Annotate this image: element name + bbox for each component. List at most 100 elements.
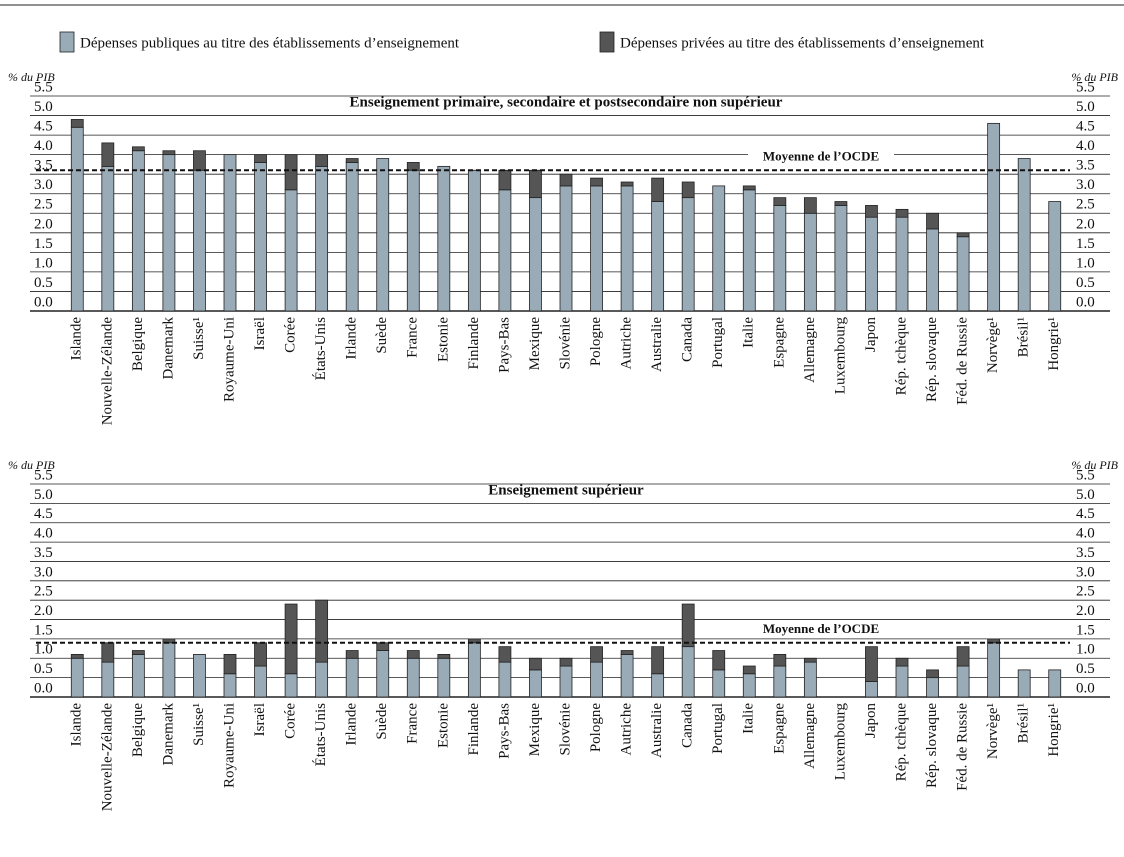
bar-segment	[406, 657, 420, 698]
bar-segment	[315, 661, 329, 698]
x-tick-label: Pays-Bas	[496, 703, 512, 759]
bar-segment	[315, 154, 329, 167]
bar-segment	[956, 232, 970, 238]
bar-segment	[803, 212, 817, 312]
bar-segment	[101, 142, 115, 167]
bar-segment	[101, 642, 115, 663]
bar-segment	[193, 150, 206, 171]
x-tick-label: Pologne	[588, 703, 604, 753]
bar-segment	[345, 650, 359, 659]
bar-segment	[376, 642, 390, 651]
y-tick-label-right: 5.5	[1076, 79, 1095, 95]
bar-segment	[620, 181, 634, 187]
bar-segment	[70, 119, 84, 128]
x-tick-label: Australie	[649, 703, 665, 758]
bar-segment	[773, 197, 787, 206]
y-tick-label-right: 3.0	[1076, 177, 1095, 193]
bar-segment	[742, 189, 756, 312]
y-tick-label-right: 4.0	[1076, 138, 1095, 154]
bar-segment	[529, 169, 542, 199]
bar-segment	[70, 654, 84, 659]
x-tick-label: États-Unis	[312, 317, 329, 380]
bar-segment	[70, 126, 84, 312]
x-tick-label: Rép. tchèque	[893, 703, 909, 782]
bar-segment	[529, 197, 542, 312]
y-tick-label: 4.0	[34, 138, 53, 154]
bar-segment	[406, 650, 420, 659]
bar-segment	[773, 654, 787, 667]
bar-segment	[223, 154, 237, 312]
bar-segment	[1017, 158, 1031, 312]
bar-segment	[131, 146, 145, 152]
y-axis-label: % du PIB	[8, 70, 55, 84]
x-tick-label: Danemark	[160, 703, 176, 766]
bar-segment	[895, 665, 909, 698]
bar-segment	[590, 646, 603, 663]
bar-segment	[926, 677, 939, 698]
bar-segment	[1048, 201, 1062, 312]
x-tick-label: Hongrie¹	[1046, 317, 1062, 371]
y-tick-label: 5.5	[34, 467, 53, 483]
bar-segment	[101, 165, 115, 312]
bar-segment	[284, 603, 298, 675]
x-tick-label: Estonie	[435, 703, 451, 748]
bar-segment	[651, 673, 665, 698]
x-tick-label: Islande	[69, 317, 85, 361]
bar-segment	[223, 654, 237, 675]
bar-segment	[590, 177, 603, 187]
bar-segment	[193, 654, 206, 698]
bar-segment	[437, 654, 451, 659]
x-tick-label: Italie	[741, 317, 757, 348]
bar-segment	[529, 657, 542, 671]
y-tick-label-right: 2.0	[1076, 216, 1095, 232]
x-tick-label: Royaume-Uni	[221, 317, 237, 402]
bar-segment	[712, 650, 726, 671]
y-tick-label-right: 0.5	[1076, 661, 1095, 677]
bar-segment	[498, 189, 512, 312]
x-tick-label: Rép. slovaque	[924, 317, 940, 402]
bar-segment	[284, 673, 298, 698]
y-tick-label-right: 2.0	[1076, 603, 1095, 619]
x-tick-label: Royaume-Uni	[221, 703, 237, 788]
x-tick-label: Pologne	[588, 317, 604, 367]
x-tick-label: Portugal	[710, 317, 726, 368]
bar-segment	[712, 669, 726, 698]
bar-segment	[498, 661, 512, 698]
bar-segment	[498, 169, 512, 191]
x-tick-label: Finlande	[466, 703, 482, 756]
bar-segment	[620, 654, 634, 698]
x-tick-label: Suisse¹	[191, 703, 207, 746]
bar-segment	[926, 212, 939, 230]
x-tick-label: Féd. de Russie	[955, 317, 971, 405]
bar-segment	[1017, 669, 1031, 698]
y-tick-label: 0.0	[34, 294, 53, 310]
x-tick-label: Norvège¹	[985, 317, 1001, 373]
x-tick-label: Canada	[680, 703, 696, 748]
bar-segment	[345, 657, 359, 698]
y-tick-label: 5.0	[34, 487, 53, 503]
x-tick-label: Belgique	[130, 317, 146, 371]
bar-segment	[193, 169, 206, 312]
bar-segment	[987, 638, 1001, 644]
x-tick-label: Corée	[283, 317, 299, 353]
legend-swatch	[599, 31, 615, 53]
bar-segment	[131, 650, 145, 655]
bar-segment	[162, 154, 176, 312]
x-tick-label: Estonie	[435, 317, 451, 362]
y-tick-label: 2.5	[34, 584, 53, 600]
y-axis-label: % du PIB	[8, 458, 55, 472]
x-tick-label: Norvège¹	[985, 703, 1001, 759]
bar-segment	[345, 158, 359, 163]
bar-segment	[926, 228, 939, 312]
y-tick-label: 4.5	[34, 506, 53, 522]
bar-segment	[956, 665, 970, 698]
y-axis-label-right: % du PIB	[1071, 458, 1118, 472]
y-axis-label-right: % du PIB	[1071, 70, 1118, 84]
bar-segment	[590, 185, 603, 312]
bar-segment	[284, 189, 298, 312]
x-tick-label: Mexique	[527, 317, 543, 371]
bar-segment	[223, 673, 237, 698]
bar-segment	[315, 599, 329, 663]
y-tick-label: 0.5	[34, 275, 53, 291]
y-tick-label-right: 4.0	[1076, 526, 1095, 542]
